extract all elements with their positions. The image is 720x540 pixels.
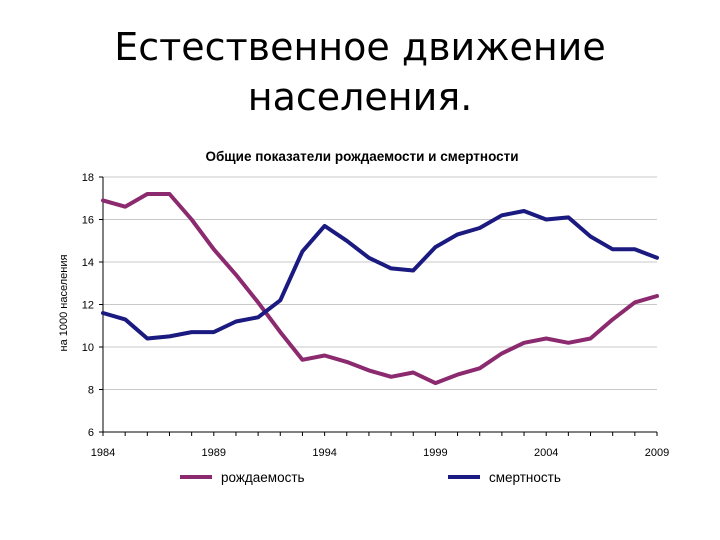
y-tick-label-12: 12 bbox=[82, 300, 94, 312]
y-tick-label-14: 14 bbox=[82, 257, 94, 269]
slide-title-line-2: населения. bbox=[247, 75, 473, 119]
y-tick-label-16: 16 bbox=[82, 215, 94, 227]
y-axis-label: на 1000 населения bbox=[58, 254, 70, 351]
x-tick-label-1994: 1994 bbox=[312, 447, 336, 459]
y-tick-label-8: 8 bbox=[88, 385, 94, 397]
grid bbox=[103, 176, 657, 390]
y-tick-label-6: 6 bbox=[88, 427, 94, 439]
legend: рождаемость смертность bbox=[180, 470, 561, 485]
series-line-1 bbox=[101, 192, 659, 386]
slide-title-line-1: Естественное движение bbox=[114, 25, 606, 69]
x-tick-label-1984: 1984 bbox=[91, 447, 115, 459]
x-tick-label-1999: 1999 bbox=[423, 447, 447, 459]
series-line-2 bbox=[101, 209, 659, 341]
series-lines bbox=[101, 192, 659, 386]
slide-title: Естественное движение населения. bbox=[0, 22, 720, 122]
x-tick-label-1989: 1989 bbox=[202, 447, 226, 459]
y-tick-label-10: 10 bbox=[82, 342, 94, 354]
chart-title: Общие показатели рождаемости и смертност… bbox=[205, 149, 518, 164]
y-tick-label-18: 18 bbox=[82, 172, 94, 184]
legend-label-1: рождаемость bbox=[221, 470, 305, 485]
legend-label-2: смертность bbox=[489, 470, 561, 485]
x-tick-label-2009: 2009 bbox=[645, 447, 669, 459]
ticks: 6 8 10 12 14 16 18 1984 1989 1994 1999 2004 2009 bbox=[82, 172, 669, 459]
x-tick-label-2004: 2004 bbox=[534, 447, 558, 459]
